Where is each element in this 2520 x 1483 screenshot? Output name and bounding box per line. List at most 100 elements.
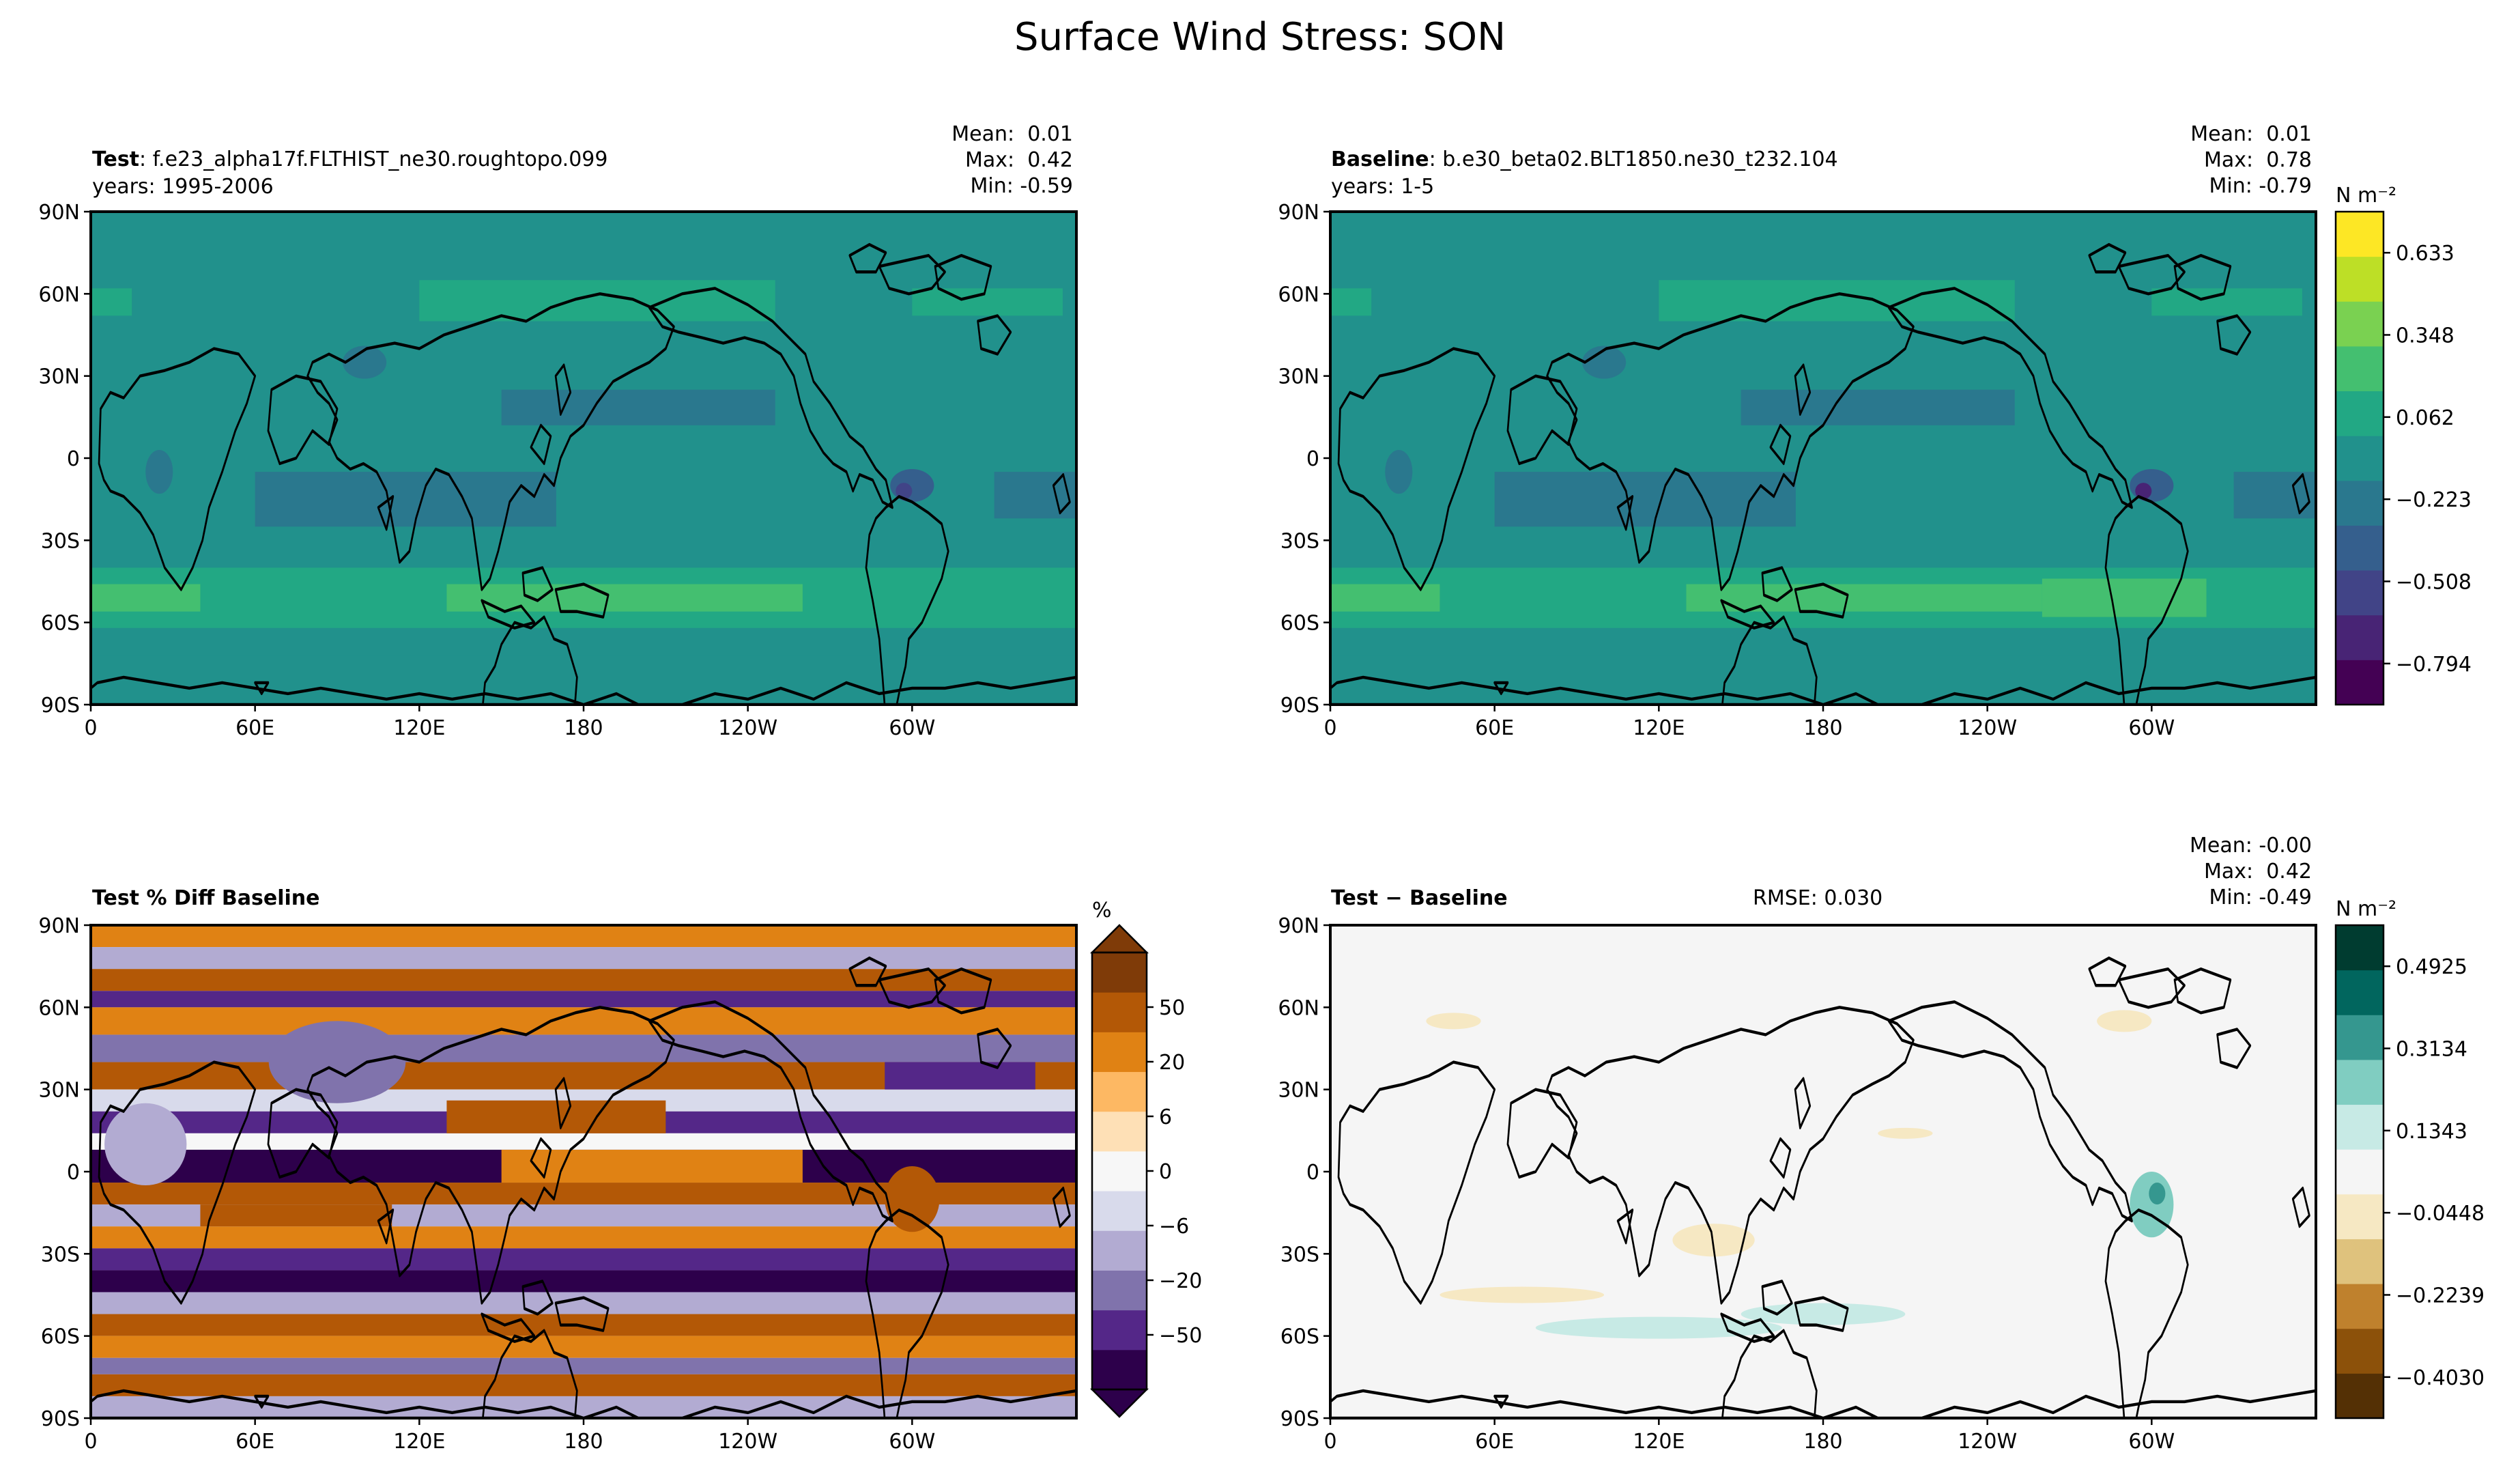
- colorbar-tick-label: 0: [1159, 1160, 1172, 1184]
- pct-band-sio: [200, 1204, 392, 1227]
- lat-tick-label: 60N: [38, 283, 80, 307]
- lon-tick-label: 180: [1803, 1430, 1842, 1454]
- baseline-stat-mean: Mean: 0.01: [2190, 122, 2312, 146]
- westerly-band-atlantic: [2151, 288, 2302, 316]
- colorbar-segment: [1092, 992, 1147, 1032]
- colorbar-segment: [1092, 1230, 1147, 1271]
- colorbar-segment: [2336, 525, 2383, 571]
- colorbar-tick-label: 0.348: [2396, 324, 2454, 348]
- colorbar-extend-top: [1089, 924, 1149, 954]
- diff-label: Test − Baseline: [1331, 886, 1508, 910]
- westerly-core-sh: [1330, 584, 1440, 612]
- lat-tick-label: 30N: [1278, 365, 1319, 389]
- pct-band-15: [91, 1270, 1076, 1293]
- colorbar-unit: %: [1092, 899, 1112, 922]
- lat-tick-label: 30N: [38, 1079, 80, 1103]
- pct-amazon: [885, 1166, 940, 1232]
- lat-tick-label: 60S: [1280, 1325, 1319, 1349]
- pct-band-eq-pac: [501, 1149, 803, 1183]
- lon-tick-label: 0: [1323, 716, 1336, 740]
- pct-band-5: [91, 1034, 1076, 1062]
- pctdiff-title: Test % Diff Baseline: [92, 886, 320, 912]
- lon-tick-label: 60E: [235, 1430, 274, 1454]
- lon-tick-label: 60W: [2128, 716, 2175, 740]
- lon-tick-label: 120E: [393, 1430, 445, 1454]
- colorbar-segment: [1092, 1150, 1147, 1191]
- colorbar-tick-label: 0.633: [2396, 242, 2454, 266]
- colorbar-segment: [2336, 570, 2383, 616]
- diff-eurasia-neg: [1426, 1013, 1481, 1030]
- colorbar-extend-bottom: [1089, 1388, 1149, 1418]
- colorbar-segment: [1092, 1349, 1147, 1390]
- diff-amazon-core: [2149, 1183, 2166, 1205]
- test-stat-mean: Mean: 0.01: [951, 122, 1073, 146]
- colorbar-tick-label: 50: [1159, 996, 1185, 1020]
- test-stat-min: Min: -0.59: [970, 174, 1074, 198]
- diff-australia-neg: [1672, 1224, 1755, 1257]
- colorbar-segment: [2336, 1104, 2383, 1150]
- colorbar-diff: 0.4925 0.3134 0.1343 −0.0448 −0.2239 −0.4030 N…: [2334, 897, 2485, 1420]
- colorbar-tick-label: 20: [1159, 1051, 1185, 1075]
- lon-tick-label: 60W: [2128, 1430, 2175, 1454]
- colorbar-segment: [1092, 1191, 1147, 1231]
- colorbar-segment: [2336, 1059, 2383, 1105]
- pct-band-1: [91, 947, 1076, 970]
- diff-stat-mean: Mean: -0.00: [2189, 834, 2312, 858]
- colorbar-tick-label: −0.2239: [2396, 1284, 2485, 1308]
- map-test: [89, 210, 1078, 706]
- lon-tick-label: 60E: [1475, 1430, 1514, 1454]
- asia-low: [343, 345, 387, 379]
- colorbar-segment: [1092, 952, 1147, 993]
- test-label: Test: [92, 147, 140, 171]
- test-stats: Mean: 0.01 Max: 0.42 Min: -0.59: [951, 122, 1073, 199]
- antarctic-band: [91, 655, 1076, 705]
- colorbar-segment: [1092, 1270, 1147, 1311]
- lat-tick-label: 90S: [1280, 694, 1319, 718]
- pct-band-16: [91, 1292, 1076, 1314]
- westerly-band-nh: [419, 280, 775, 322]
- test-stat-max: Max: 0.42: [965, 148, 1073, 172]
- colorbar-segment: [2336, 1015, 2383, 1060]
- colorbar-frame: [2334, 924, 2385, 1420]
- colorbar-segment: [2336, 436, 2383, 481]
- lat-tick-label: 0: [67, 1161, 80, 1185]
- colorbar-tick-label: −0.794: [2396, 653, 2472, 677]
- trade-band-nh: [501, 389, 775, 425]
- lat-tick-label: 30N: [1278, 1079, 1319, 1103]
- colorbar-segment: [2336, 970, 2383, 1015]
- colorbar-segment: [2336, 212, 2383, 257]
- lon-tick-label: 120E: [1633, 716, 1685, 740]
- westerly-band-atlantic-east: [1330, 288, 1372, 316]
- lat-tick-label: 30S: [41, 529, 80, 553]
- westerly-band-nh: [1659, 280, 2015, 322]
- lon-tick-label: 60E: [235, 716, 274, 740]
- colorbar-segment: [2336, 1328, 2383, 1374]
- asia-low: [1582, 345, 1627, 379]
- lat-tick-label: 30S: [1280, 1243, 1319, 1267]
- lat-tick-label: 90S: [41, 1407, 80, 1431]
- lat-tick-label: 0: [1306, 1161, 1319, 1185]
- pct-band-2: [91, 969, 1076, 991]
- baseline-case: : b.e30_beta02.BLT1850.ne30_t232.104: [1429, 147, 1838, 171]
- colorbar-segment: [2336, 1373, 2383, 1419]
- figure-title: Surface Wind Stress: SON: [1014, 15, 1506, 59]
- pct-asia: [268, 1021, 406, 1103]
- westerly-band-atlantic-east: [91, 288, 132, 316]
- colorbar-segment: [2336, 1284, 2383, 1329]
- colorbar-segment: [2336, 1194, 2383, 1239]
- lon-tick-label: 0: [84, 716, 97, 740]
- map-baseline: [1329, 210, 2317, 706]
- baseline-years: years: 1-5: [1331, 175, 1435, 199]
- lon-tick-label: 120W: [1958, 716, 2017, 740]
- colorbar-segment: [2336, 480, 2383, 526]
- lat-tick-label: 90N: [1278, 914, 1319, 938]
- pct-band-14: [91, 1248, 1076, 1271]
- colorbar-segment: [2336, 615, 2383, 660]
- colorbar-segment: [1092, 1310, 1147, 1351]
- africa-low: [145, 449, 173, 494]
- pct-band-3: [91, 991, 1076, 1008]
- antarctic-band: [1330, 655, 2316, 705]
- westerly-core-sh: [91, 584, 201, 612]
- diff-amazon-pos: [2130, 1172, 2174, 1238]
